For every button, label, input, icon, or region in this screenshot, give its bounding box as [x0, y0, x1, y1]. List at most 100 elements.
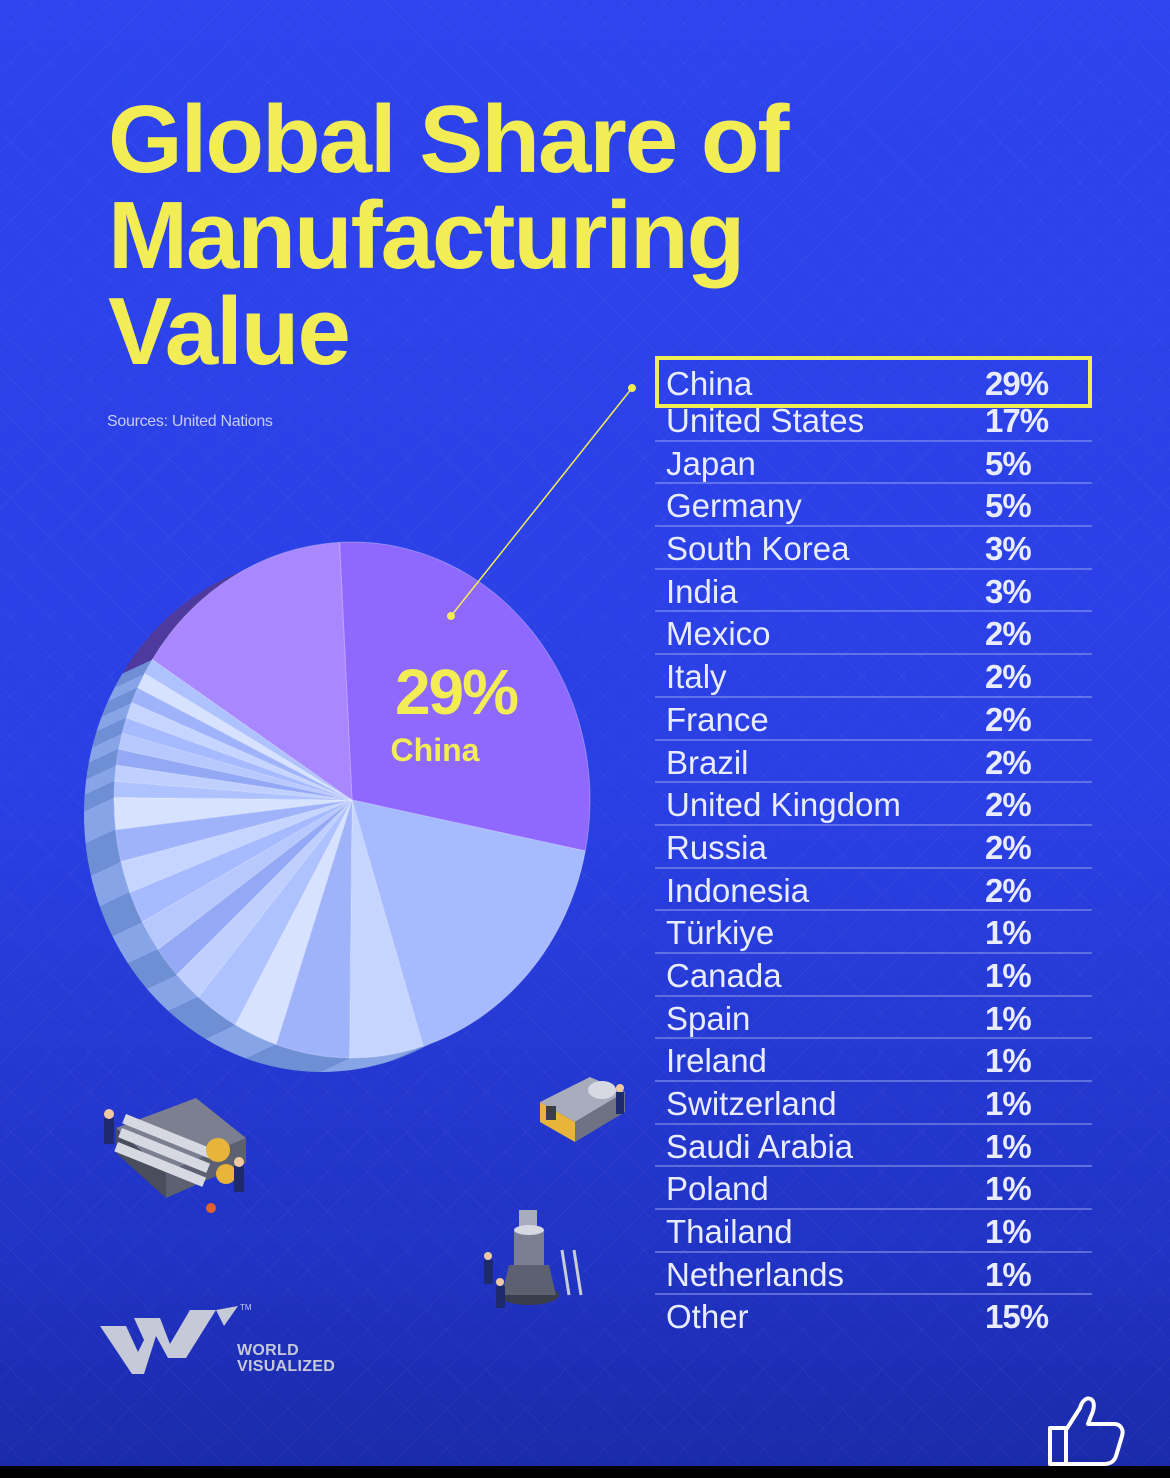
table-row: Russia 2%: [655, 826, 1092, 869]
pie-slice-side: [127, 949, 177, 989]
title-line: Value: [108, 278, 351, 385]
chart-title: Global Share of Manufacturing Value: [108, 92, 988, 380]
table-row: Netherlands 1%: [655, 1253, 1092, 1296]
pie-slice-united-states: [351, 799, 586, 1047]
country-name: Other: [666, 1298, 749, 1336]
table-row: Canada 1%: [655, 954, 1092, 997]
country-share: 1%: [985, 1170, 1032, 1208]
country-name: Italy: [666, 658, 727, 696]
share-table: China 29% United States 17% Japan 5% Germany 5%…: [655, 356, 1092, 1338]
pie-slice-side: [99, 892, 143, 936]
table-row: Brazil 2%: [655, 741, 1092, 784]
country-name: Canada: [666, 956, 782, 994]
title-line: Global Share of: [108, 86, 789, 193]
country-share: 2%: [985, 743, 1032, 781]
table-row: China 29%: [655, 356, 1092, 408]
country-share: 15%: [985, 1298, 1049, 1336]
world-visualized-logo-icon: TM: [100, 1303, 252, 1374]
country-name: France: [666, 700, 769, 738]
pie-slice-side: [107, 673, 145, 702]
country-share: 3%: [985, 530, 1032, 568]
pie-slice-china: [339, 541, 591, 852]
pie-slice-side: [101, 687, 138, 717]
pie-slice-japan: [349, 799, 424, 1059]
pie-slice-indonesia: [113, 796, 353, 831]
country-share: 1%: [985, 1127, 1032, 1165]
country-name: South Korea: [666, 530, 850, 568]
pie-slice-italy: [157, 799, 353, 976]
pie-slice-canada: [114, 764, 353, 801]
pie-slice-russia: [115, 799, 353, 863]
pie-slice-saudi-arabia: [125, 701, 353, 801]
country-name: United States: [666, 402, 865, 439]
country-share: 3%: [985, 572, 1032, 610]
country-name: United Kingdom: [666, 786, 901, 824]
country-share: 17%: [985, 402, 1049, 439]
callout-leader-line: [450, 387, 633, 617]
country-share: 2%: [985, 871, 1032, 909]
callout-value: 29%: [395, 656, 518, 728]
pie-slice-thailand: [137, 672, 353, 801]
pie-slice-side: [168, 997, 236, 1039]
title-line: Manufacturing: [108, 182, 745, 289]
table-row: Mexico 2%: [655, 612, 1092, 656]
brand-name: WORLD VISUALIZED: [237, 1343, 335, 1375]
country-name: Netherlands: [666, 1255, 844, 1293]
country-share: 5%: [985, 444, 1032, 482]
table-row: Ireland 1%: [655, 1039, 1092, 1082]
table-row: Poland 1%: [655, 1167, 1092, 1211]
country-name: Spain: [666, 999, 751, 1037]
pie-slice-side: [86, 749, 119, 779]
pie-slice-mexico: [176, 799, 353, 998]
country-name: Türkiye: [666, 914, 775, 952]
table-row: Italy 2%: [655, 655, 1092, 698]
pie-slice-france: [141, 799, 353, 951]
bottom-edge: [0, 1466, 1170, 1478]
table-row: Spain 1%: [655, 997, 1092, 1040]
country-share: 29%: [985, 365, 1049, 402]
logo-tm: TM: [240, 1303, 252, 1312]
table-row: India 3%: [655, 570, 1092, 613]
country-name: India: [666, 572, 738, 610]
country-share: 1%: [985, 956, 1032, 994]
pie-slice-switzerland: [121, 717, 353, 801]
country-share: 1%: [985, 999, 1032, 1037]
country-name: China: [666, 365, 753, 402]
turbine-assembly-icon: [484, 1210, 583, 1308]
country-share: 1%: [985, 1085, 1032, 1122]
table-row: Other 15%: [655, 1295, 1092, 1338]
table-row: Indonesia 2%: [655, 869, 1092, 912]
country-share: 2%: [985, 615, 1032, 653]
workers-machine-icon: [540, 1077, 625, 1142]
pie-slice-poland: [131, 687, 353, 801]
country-name: Thailand: [666, 1213, 793, 1251]
thumbs-up-icon[interactable]: [1044, 1392, 1128, 1468]
country-name: Saudi Arabia: [666, 1127, 854, 1165]
country-share: 2%: [985, 658, 1032, 696]
country-name: Ireland: [666, 1042, 767, 1080]
pie-slice-side: [246, 1044, 350, 1072]
callout-dot-slice: [447, 612, 455, 620]
pie-slice-germany: [275, 799, 353, 1059]
table-row: France 2%: [655, 698, 1092, 741]
country-name: Japan: [666, 444, 756, 482]
pie-slice-spain: [115, 748, 353, 801]
country-name: Mexico: [666, 615, 771, 653]
pie-slice-india: [197, 799, 353, 1026]
pie-slice-t-rkiye: [113, 780, 353, 801]
pie-slice-side: [90, 861, 130, 907]
callout-label: China: [391, 732, 480, 768]
brand-line-2: VISUALIZED: [237, 1358, 336, 1375]
pie-slice-side: [146, 974, 199, 1012]
country-name: Switzerland: [666, 1085, 837, 1122]
pie-slice-side: [88, 733, 123, 764]
pie-slice-side: [122, 542, 340, 674]
table-row: Japan 5%: [655, 442, 1092, 485]
pie-slices: [113, 541, 591, 1059]
sources-note: Sources: United Nations: [107, 413, 273, 430]
country-share: 2%: [985, 786, 1032, 824]
country-name: Indonesia: [666, 871, 810, 909]
table-row: Thailand 1%: [655, 1210, 1092, 1253]
country-share: 2%: [985, 828, 1032, 866]
